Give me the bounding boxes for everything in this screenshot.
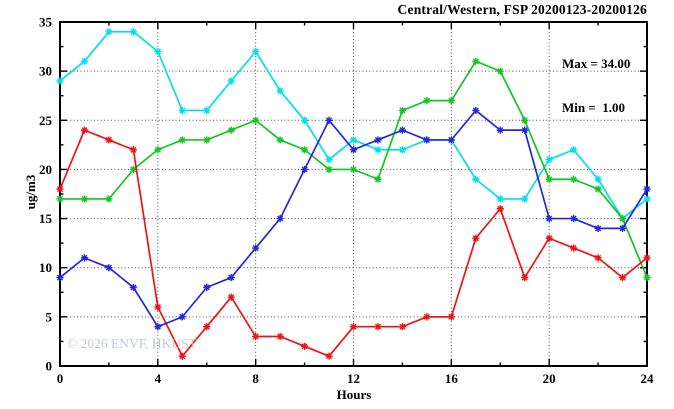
svg-text:5: 5	[46, 309, 53, 324]
y-axis-label: ug/m3	[23, 174, 38, 210]
svg-text:16: 16	[445, 371, 459, 386]
blue-series	[56, 106, 651, 331]
x-axis-label: Hours	[336, 387, 372, 402]
watermark: © 2026 ENVF, HKUST	[67, 336, 197, 351]
svg-text:15: 15	[39, 211, 53, 226]
svg-text:30: 30	[39, 64, 52, 79]
svg-text:24: 24	[641, 371, 655, 386]
svg-text:4: 4	[155, 371, 162, 386]
chart-title: Central/Western, FSP 20200123-20200126	[397, 2, 647, 17]
max-value-label: Max = 34.00	[562, 56, 631, 71]
cyan-series	[56, 28, 651, 223]
svg-text:35: 35	[39, 15, 53, 30]
plot-frame	[59, 21, 648, 367]
red-series	[56, 126, 651, 360]
svg-text:25: 25	[39, 113, 53, 128]
green-series	[56, 57, 651, 282]
svg-text:20: 20	[39, 162, 52, 177]
svg-text:20: 20	[543, 371, 556, 386]
svg-text:10: 10	[39, 260, 52, 275]
svg-text:0: 0	[57, 371, 64, 386]
min-value-label: Min = 1.00	[562, 99, 626, 115]
max-min-annotation: Max = 34.00 Min = 1.00	[562, 28, 630, 144]
svg-text:12: 12	[347, 371, 360, 386]
svg-text:0: 0	[46, 359, 53, 374]
tick-labels: 0 4 8 12 16 20 24 0 5 10 15 20 25 30 35	[39, 15, 654, 387]
svg-text:8: 8	[252, 371, 259, 386]
gridlines	[60, 22, 647, 366]
